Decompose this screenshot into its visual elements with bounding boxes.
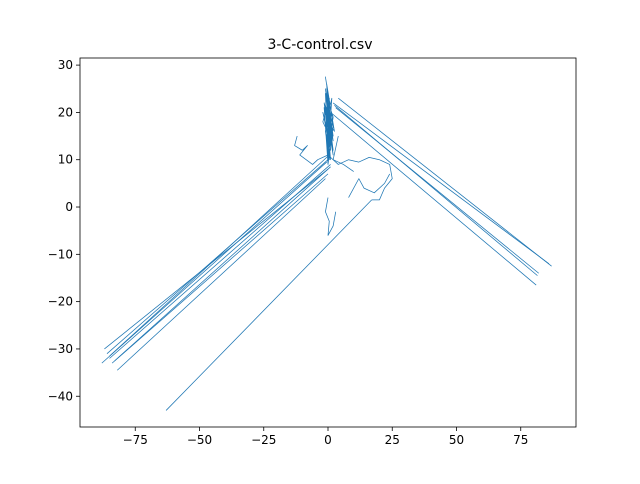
x-tick-label: −25	[251, 433, 276, 447]
series-line-9	[165, 199, 372, 411]
y-tick-label: −30	[48, 342, 73, 356]
series-line-7	[101, 161, 327, 364]
y-axis: −40 −30 −20 −10 0 10 20 30	[48, 58, 80, 403]
y-tick-label: 0	[65, 200, 73, 214]
series-line-11	[335, 107, 539, 274]
x-tick-label: 25	[385, 433, 400, 447]
x-tick-label: −75	[123, 433, 148, 447]
series-line-6	[114, 166, 331, 362]
y-tick-label: 10	[58, 153, 73, 167]
y-tick-label: −10	[48, 247, 73, 261]
series-line-3	[111, 173, 329, 364]
series-line-0	[322, 76, 335, 165]
series-line-17	[332, 135, 354, 172]
series-line-10	[332, 102, 550, 265]
series-line-16	[325, 197, 337, 236]
x-tick-label: −50	[187, 433, 212, 447]
x-axis: −75 −50 −25 0 25 50 75	[123, 427, 528, 447]
series-line-4	[117, 178, 326, 371]
series-layer	[101, 76, 552, 411]
series-line-2	[109, 164, 331, 359]
y-tick-label: 20	[58, 105, 73, 119]
chart-title: 3-C-control.csv	[267, 37, 372, 53]
series-line-13	[338, 97, 552, 267]
series-line-18	[348, 173, 391, 198]
y-tick-label: −20	[48, 295, 73, 309]
series-line-14	[334, 105, 538, 276]
x-tick-label: 0	[324, 433, 332, 447]
series-line-5	[106, 159, 329, 354]
y-tick-label: −40	[48, 389, 73, 403]
series-line-8	[109, 154, 330, 357]
x-tick-label: 50	[449, 433, 464, 447]
x-tick-label: 75	[513, 433, 528, 447]
series-line-12	[330, 112, 537, 286]
series-line-15	[294, 135, 393, 201]
y-tick-label: 30	[58, 58, 73, 72]
